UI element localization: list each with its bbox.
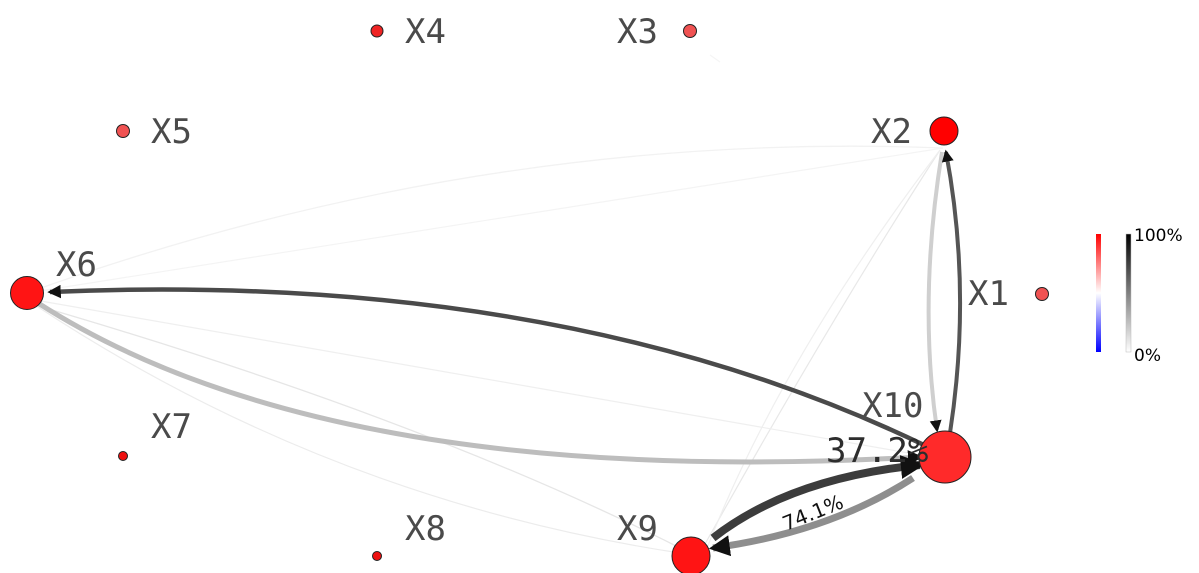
- edge-x2-x9-faint: [699, 149, 941, 554]
- edge-x6-x2-faint: [26, 145, 944, 294]
- edge-x3-tail-faint: [709, 54, 721, 63]
- edge-x10-x9: [708, 475, 915, 557]
- label-x2: X2: [871, 112, 912, 152]
- label-x3: X3: [617, 12, 658, 52]
- node-x5: [116, 124, 130, 138]
- edge-x9-x10: [710, 454, 925, 542]
- edge-x2-x9-faint-2: [704, 149, 941, 554]
- nodes: [10, 24, 1049, 573]
- node-x3: [683, 24, 697, 38]
- edge-x6-x10: [36, 300, 923, 466]
- label-x7: X7: [151, 407, 192, 447]
- edge-labels: 37.2% 74.1%: [779, 431, 928, 536]
- color-legend: 100% 0%: [1096, 226, 1183, 366]
- label-x4: X4: [405, 12, 446, 52]
- edge-x6-x9-faint-2: [34, 304, 681, 554]
- label-x6: X6: [56, 245, 97, 285]
- node-color-scale: [1096, 234, 1101, 352]
- edge-x2-x10: [926, 151, 944, 433]
- weighted-edges: [36, 149, 963, 557]
- node-x1: [1035, 287, 1049, 301]
- node-labels: X1 X2 X3 X4 X5 X6 X7 X8 X9 X10: [56, 12, 1009, 549]
- node-x4: [370, 24, 384, 38]
- label-x10: X10: [862, 386, 923, 426]
- node-x2: [929, 116, 959, 146]
- edge-label-x10-x6: 37.2%: [826, 431, 928, 471]
- edge-x10-x2: [941, 149, 963, 434]
- node-x9: [671, 536, 711, 573]
- edge-x10-x6: [47, 284, 925, 448]
- node-x7: [118, 451, 128, 461]
- edge-x6-x2-faint-2: [26, 147, 944, 294]
- label-x5: X5: [151, 112, 192, 152]
- label-x8: X8: [405, 509, 446, 549]
- label-x1: X1: [968, 274, 1009, 314]
- edge-color-scale: [1125, 233, 1132, 353]
- legend-min-label: 0%: [1134, 346, 1161, 366]
- legend-max-label: 100%: [1134, 226, 1183, 246]
- label-x9: X9: [617, 509, 658, 549]
- node-x10: [918, 430, 972, 484]
- faint-edges: [26, 54, 944, 554]
- node-x6: [10, 276, 44, 310]
- node-x8: [372, 551, 382, 561]
- edge-x6-x9-faint: [34, 304, 691, 554]
